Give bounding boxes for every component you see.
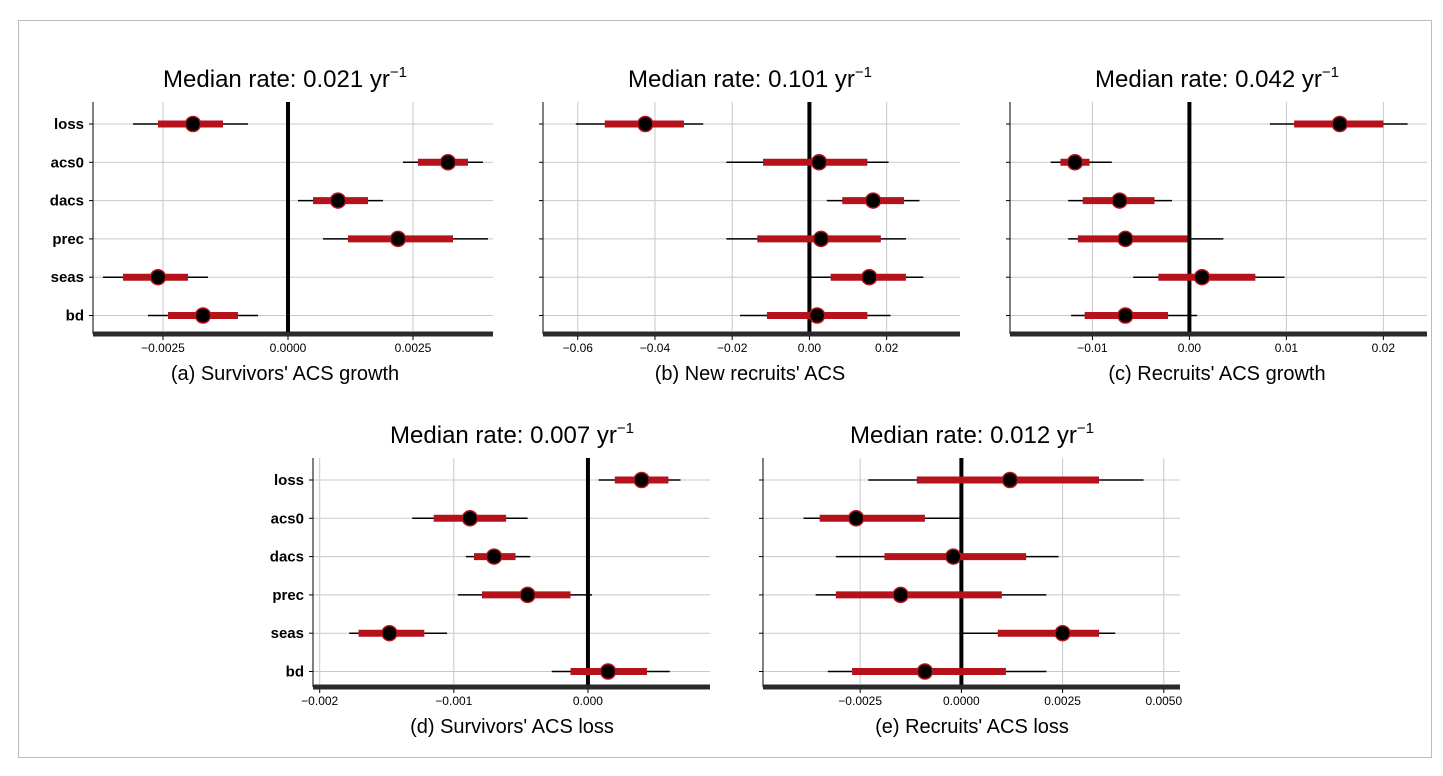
point-estimate-seas — [381, 624, 398, 642]
x-tick-label: 0.00 — [798, 341, 822, 355]
point-estimate-seas — [1193, 268, 1211, 286]
point-estimate-acs0 — [461, 510, 479, 527]
panel-caption: (d) Survivors' ACS loss — [410, 716, 614, 738]
panel-title: Median rate: 0.012 yr−1 — [850, 420, 1094, 449]
category-label: loss — [54, 116, 84, 133]
x-tick-label: 0.0025 — [395, 341, 432, 355]
x-tick-label: 0.0025 — [1044, 694, 1081, 708]
x-tick-label: −0.04 — [640, 341, 671, 355]
point-estimate-bd — [916, 663, 934, 680]
point-estimate-bd — [1117, 307, 1134, 324]
point-estimate-dacs — [485, 548, 503, 565]
point-estimate-acs0 — [439, 154, 457, 171]
panel-title: Median rate: 0.021 yr−1 — [163, 64, 407, 93]
x-tick-label: −0.001 — [435, 694, 472, 708]
point-estimate-dacs — [1111, 192, 1128, 209]
panel-caption: (e) Recruits' ACS loss — [875, 716, 1069, 738]
category-label: bd — [286, 664, 304, 681]
category-label: dacs — [270, 549, 304, 566]
x-tick-label: 0.0050 — [1145, 694, 1182, 708]
category-label: loss — [274, 472, 304, 489]
category-label: bd — [66, 308, 84, 325]
x-tick-label: 0.00 — [1178, 341, 1202, 355]
point-estimate-seas — [149, 268, 167, 286]
panel-title: Median rate: 0.101 yr−1 — [628, 64, 872, 93]
category-label: dacs — [50, 193, 84, 210]
panel-e: Median rate: 0.012 yr−1 −0.0025 0.0000 0.00… — [759, 420, 1182, 738]
panel-caption: (c) Recruits' ACS growth — [1108, 363, 1325, 385]
point-estimate-acs0 — [847, 510, 865, 527]
x-tick-label: −0.06 — [563, 341, 594, 355]
point-estimate-loss — [637, 115, 654, 133]
point-estimate-prec — [519, 586, 536, 604]
x-tick-label: 0.0000 — [270, 341, 307, 355]
point-estimate-prec — [1117, 230, 1134, 248]
category-label: acs0 — [271, 510, 304, 527]
panel-caption: (b) New recruits' ACS — [655, 363, 846, 385]
point-estimate-bd — [599, 663, 617, 680]
x-tick-label: −0.0025 — [838, 694, 882, 708]
category-label: prec — [272, 587, 304, 604]
x-tick-label: 0.000 — [573, 694, 603, 708]
panel-b: Median rate: 0.101 yr−1 −0.06 −0.04 −0.02 0.… — [539, 64, 960, 385]
figure-frame — [18, 20, 1432, 758]
point-estimate-bd — [808, 307, 826, 324]
point-estimate-prec — [389, 230, 407, 248]
x-tick-label: 0.0000 — [943, 694, 980, 708]
point-estimate-loss — [184, 115, 202, 133]
panel-d: Median rate: 0.007 yr−1 loss acs0 dacs prec s… — [270, 420, 710, 738]
point-estimate-dacs — [329, 192, 347, 209]
point-estimate-loss — [1331, 115, 1348, 133]
x-tick-label: −0.002 — [301, 694, 338, 708]
point-estimate-prec — [812, 230, 830, 248]
point-estimate-dacs — [864, 192, 882, 209]
point-estimate-seas — [861, 268, 878, 286]
x-tick-label: 0.02 — [875, 341, 899, 355]
category-label: acs0 — [51, 154, 84, 171]
panel-title: Median rate: 0.007 yr−1 — [390, 420, 634, 449]
point-estimate-acs0 — [810, 154, 828, 171]
point-estimate-seas — [1054, 624, 1071, 642]
panel-c: Median rate: 0.042 yr−1 −0.01 0.00 0.01 0.02… — [1006, 64, 1427, 385]
point-estimate-bd — [194, 307, 212, 324]
point-estimate-loss — [1001, 471, 1019, 489]
category-label: prec — [52, 231, 84, 248]
panel-a: Median rate: 0.021 yr−1 loss acs0 dacs prec s… — [50, 64, 493, 385]
category-label: seas — [271, 625, 304, 642]
x-tick-label: 0.01 — [1275, 341, 1299, 355]
x-tick-label: 0.02 — [1372, 341, 1396, 355]
point-estimate-acs0 — [1066, 154, 1084, 171]
point-estimate-loss — [633, 471, 650, 489]
point-estimate-dacs — [945, 548, 962, 565]
x-tick-label: −0.02 — [717, 341, 748, 355]
x-tick-label: −0.01 — [1077, 341, 1108, 355]
category-label: seas — [51, 269, 84, 286]
panel-title: Median rate: 0.042 yr−1 — [1095, 64, 1339, 93]
panel-caption: (a) Survivors' ACS growth — [171, 363, 399, 385]
point-estimate-prec — [892, 586, 909, 604]
x-tick-label: −0.0025 — [141, 341, 185, 355]
